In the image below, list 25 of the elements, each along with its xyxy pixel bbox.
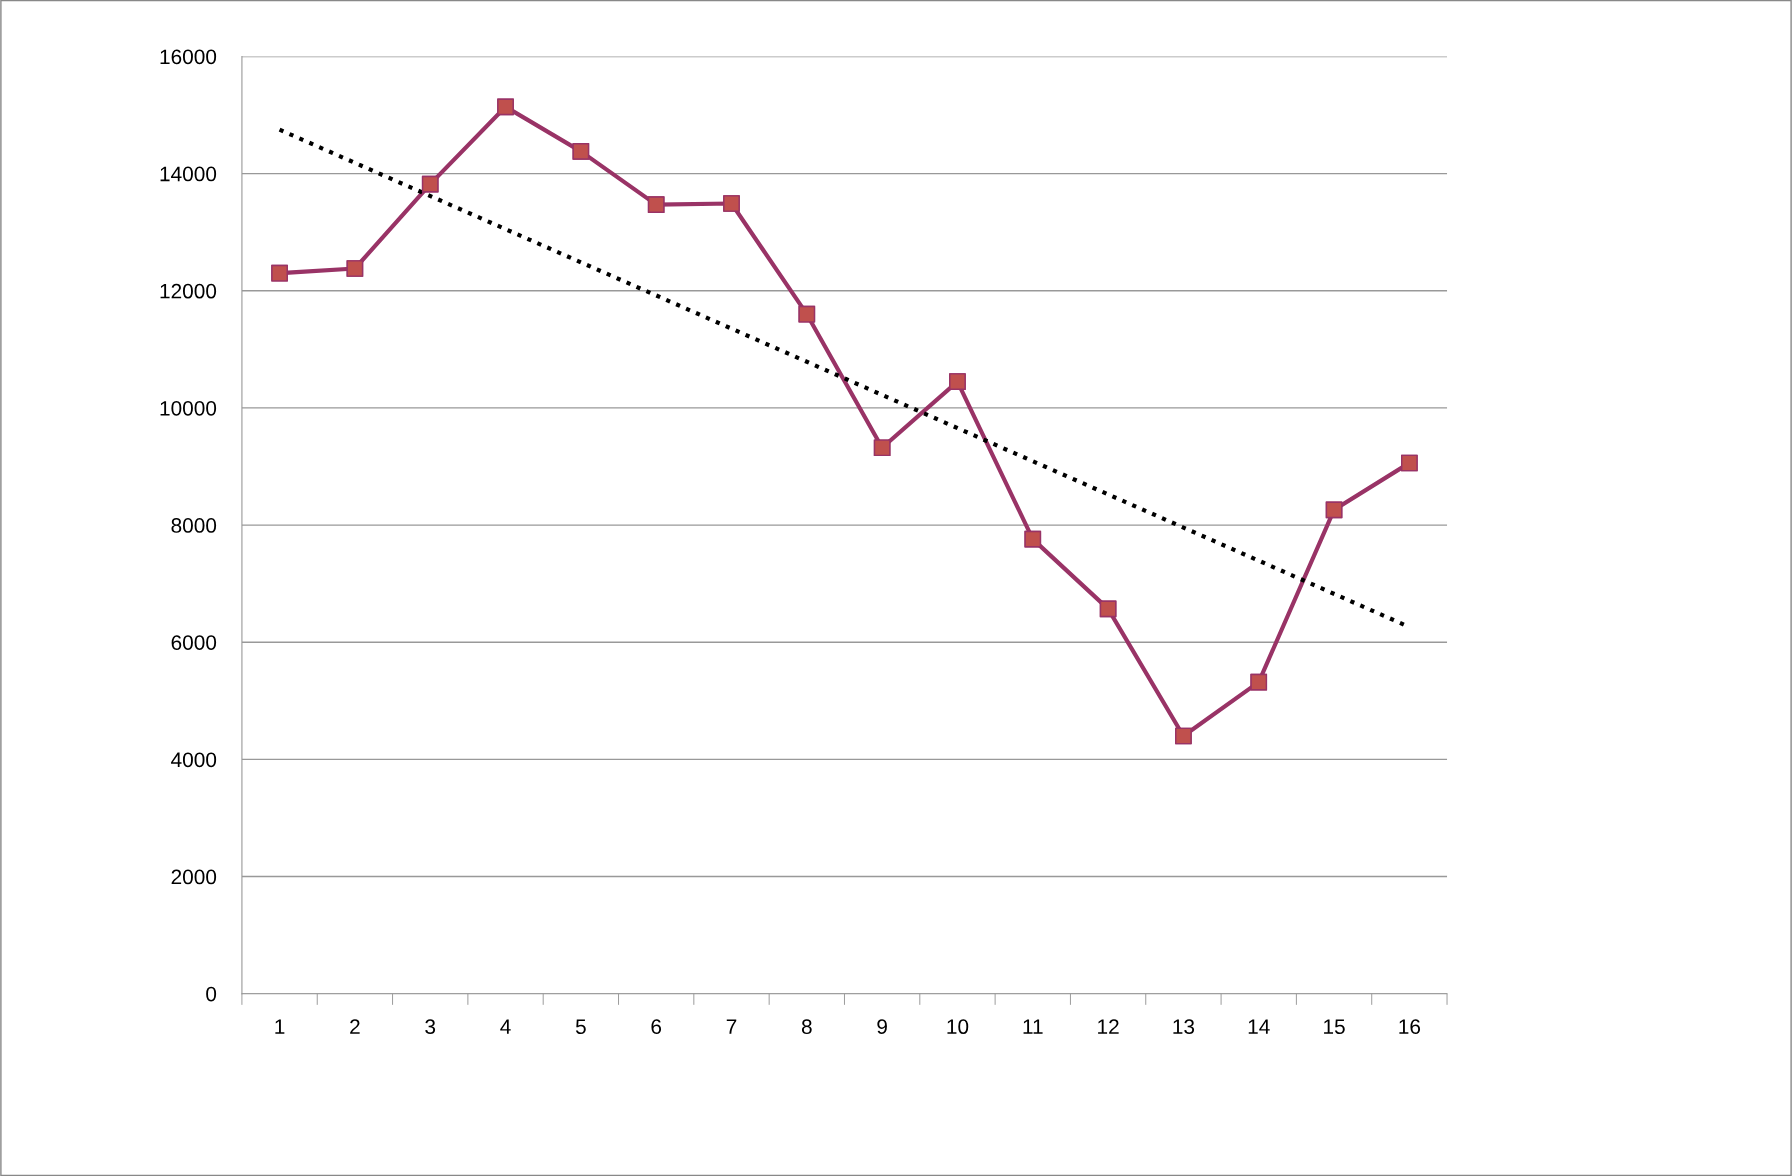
y-tick-label: 0 bbox=[206, 986, 217, 1002]
x-tick-label: 1 bbox=[275, 1019, 285, 1034]
x-tick-label: 10 bbox=[947, 1019, 969, 1035]
x-tick-label: 14 bbox=[1248, 1019, 1270, 1034]
x-tick-label: 9 bbox=[877, 1019, 887, 1035]
x-tick-label: 11 bbox=[1023, 1019, 1043, 1034]
x-tick-label: 3 bbox=[425, 1019, 436, 1035]
x-tick-label: 6 bbox=[651, 1019, 662, 1035]
x-tick-label: 8 bbox=[801, 1019, 812, 1035]
x-tick-label: 2 bbox=[350, 1019, 360, 1034]
x-tick-label: 16 bbox=[1399, 1019, 1421, 1035]
y-tick-label: 8000 bbox=[171, 518, 217, 533]
y-tick-label: 6000 bbox=[171, 635, 217, 650]
x-tick-label: 7 bbox=[726, 1019, 737, 1034]
y-tick-label: 10000 bbox=[160, 400, 217, 416]
x-tick-label: 5 bbox=[575, 1019, 586, 1035]
x-tick-label: 4 bbox=[500, 1019, 511, 1034]
x-tick-label: 15 bbox=[1324, 1019, 1345, 1035]
y-tick-label: 14000 bbox=[160, 166, 217, 182]
y-tick-label: 16000 bbox=[160, 49, 217, 65]
y-tick-label: 12000 bbox=[160, 283, 217, 299]
y-tick-label: 2000 bbox=[171, 869, 217, 885]
y-tick-label: 4000 bbox=[171, 752, 217, 768]
x-tick-label: 13 bbox=[1173, 1019, 1195, 1035]
x-tick-label: 12 bbox=[1098, 1019, 1119, 1034]
